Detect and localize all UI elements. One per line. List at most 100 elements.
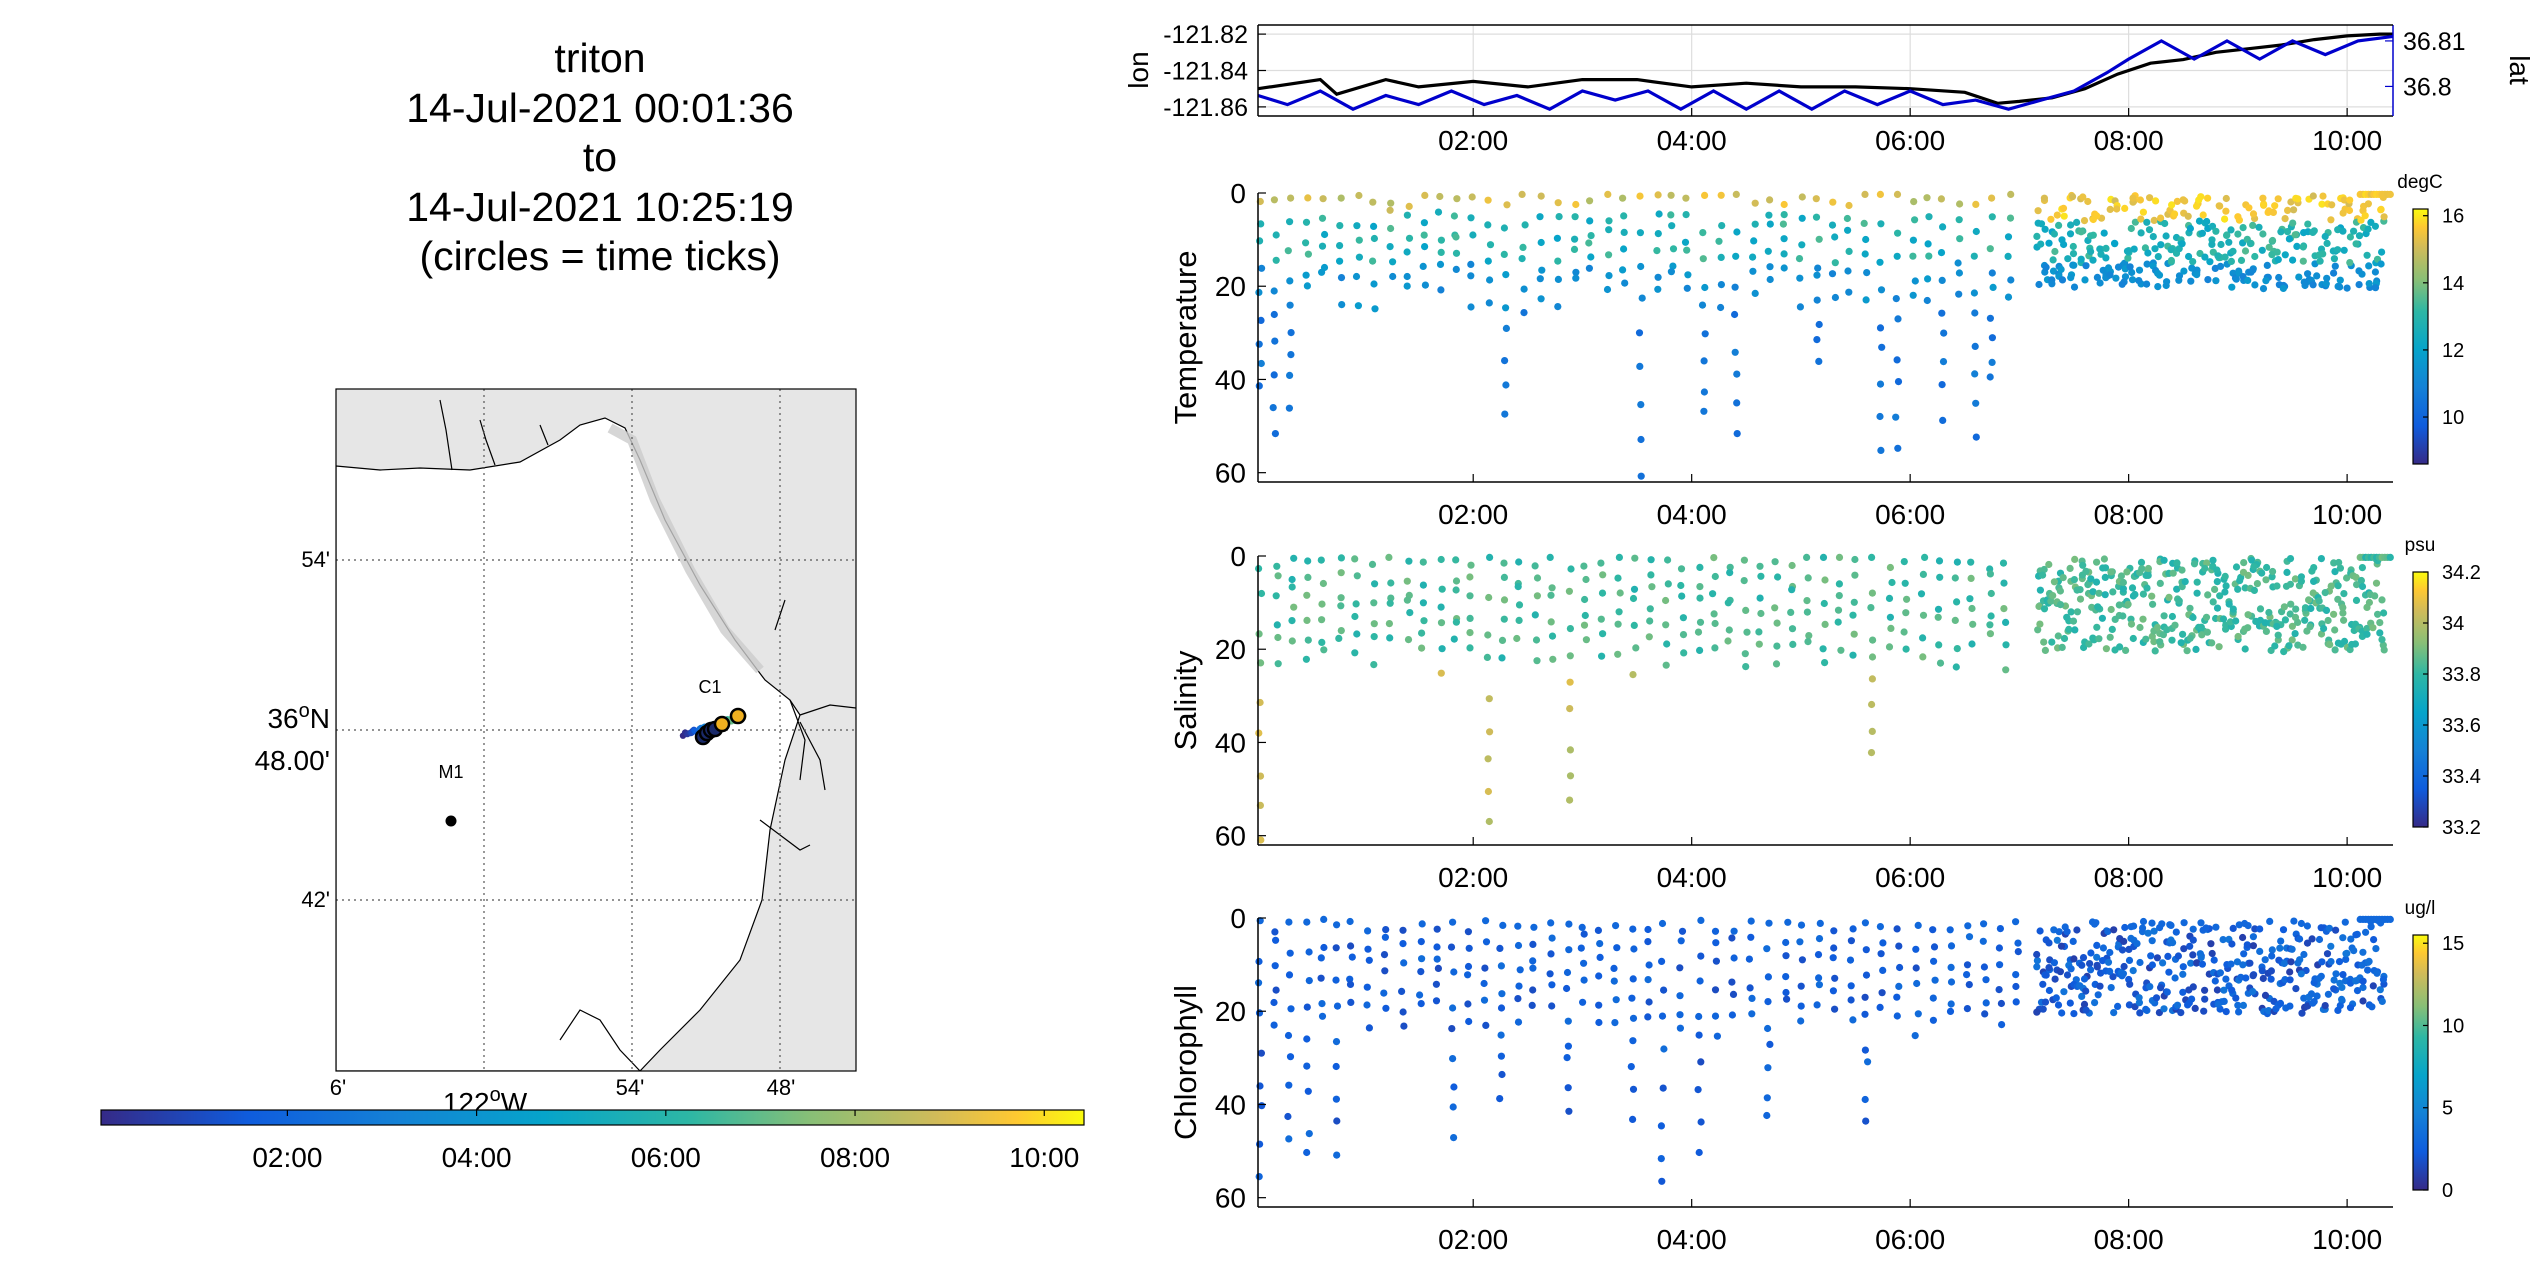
data-point <box>1553 234 1561 242</box>
data-point <box>2033 1008 2041 1016</box>
data-point <box>2323 950 2332 958</box>
data-point <box>2258 967 2266 975</box>
data-point <box>2065 625 2073 634</box>
data-point <box>2335 958 2344 966</box>
data-point <box>2285 642 2293 650</box>
data-point <box>1438 645 1446 653</box>
data-point <box>2033 950 2041 959</box>
data-point <box>2082 567 2090 575</box>
x-tick-label: 02:00 <box>1438 499 1508 530</box>
data-point <box>2156 638 2164 646</box>
data-point <box>1815 235 1823 243</box>
data-point <box>2202 924 2210 932</box>
data-point <box>1486 553 1494 562</box>
data-point <box>1828 221 1837 229</box>
data-point <box>1645 998 1653 1006</box>
data-point <box>2267 975 2275 983</box>
data-point <box>1638 294 1646 302</box>
data-point <box>1655 210 1663 218</box>
colorbar-gradient <box>2412 934 2429 1191</box>
data-point <box>2221 572 2229 581</box>
data-point <box>2087 575 2095 583</box>
data-point <box>1594 926 1602 935</box>
data-point <box>2190 560 2199 568</box>
data-point <box>1664 580 1672 588</box>
data-point <box>2120 937 2128 946</box>
data-point <box>1619 266 1627 274</box>
data-point <box>1270 371 1278 379</box>
title-line-end: 14-Jul-2021 10:25:19 <box>406 183 794 230</box>
data-point <box>1437 555 1445 564</box>
data-point <box>1497 1004 1506 1012</box>
data-point <box>2267 967 2275 975</box>
data-point <box>2208 240 2216 248</box>
data-point <box>2324 990 2332 998</box>
data-point <box>2063 971 2072 979</box>
data-point <box>1763 945 1771 953</box>
data-point <box>1387 199 1395 207</box>
data-point <box>1286 371 1294 379</box>
data-point <box>1273 562 1281 570</box>
data-point <box>2197 919 2205 927</box>
data-point <box>1302 218 1311 226</box>
data-point <box>2119 970 2127 978</box>
data-point <box>2335 558 2343 567</box>
data-point <box>2315 597 2323 605</box>
data-point <box>2331 626 2339 634</box>
data-point <box>2096 279 2104 287</box>
data-point <box>1911 1032 1919 1040</box>
data-point <box>2192 645 2200 654</box>
data-point <box>2364 966 2372 974</box>
data-point <box>2213 986 2221 994</box>
data-point <box>1305 977 1313 985</box>
data-point <box>2106 948 2114 957</box>
data-point <box>1743 628 1751 636</box>
map-lon-tick-6: 6' <box>330 1075 346 1100</box>
data-point <box>2160 612 2168 620</box>
data-point <box>2197 193 2205 201</box>
data-point <box>1449 918 1457 926</box>
data-point <box>1528 1001 1536 1010</box>
data-point <box>1821 576 1829 584</box>
data-point <box>2379 641 2387 649</box>
data-point <box>2258 569 2266 577</box>
data-point <box>1288 583 1296 591</box>
data-point <box>2136 623 2144 632</box>
data-point <box>1485 299 1493 307</box>
data-point <box>2066 230 2075 238</box>
data-point <box>2338 995 2346 1004</box>
data-point <box>1452 577 1461 585</box>
data-point <box>1845 247 1853 255</box>
data-point <box>2307 990 2316 998</box>
data-point <box>2215 643 2223 651</box>
colorbar-tick-label: 14 <box>2442 273 2464 295</box>
data-point <box>1585 264 1593 272</box>
data-point <box>1900 558 1908 566</box>
data-point <box>1919 570 1927 579</box>
data-point <box>1921 553 1929 562</box>
data-point <box>2303 939 2312 947</box>
data-point <box>2331 262 2339 270</box>
data-point <box>1815 974 1823 982</box>
data-point <box>1579 998 1587 1006</box>
data-point <box>1400 959 1408 967</box>
data-point <box>1627 1063 1635 1071</box>
data-point <box>2232 994 2240 1002</box>
data-point <box>1698 301 1707 309</box>
data-point <box>2262 627 2270 636</box>
data-point <box>1515 558 1523 566</box>
data-point <box>1662 596 1670 605</box>
data-point <box>2165 593 2173 602</box>
data-point <box>1580 976 1588 984</box>
data-point <box>1582 636 1590 644</box>
data-point <box>2082 987 2090 995</box>
data-point <box>1382 926 1390 934</box>
data-point <box>1529 957 1537 965</box>
data-point <box>1895 942 1903 950</box>
data-point <box>1629 1037 1637 1045</box>
data-point <box>2241 247 2250 255</box>
data-point <box>2386 553 2394 562</box>
data-point <box>2261 991 2270 1000</box>
data-point <box>2045 964 2053 972</box>
